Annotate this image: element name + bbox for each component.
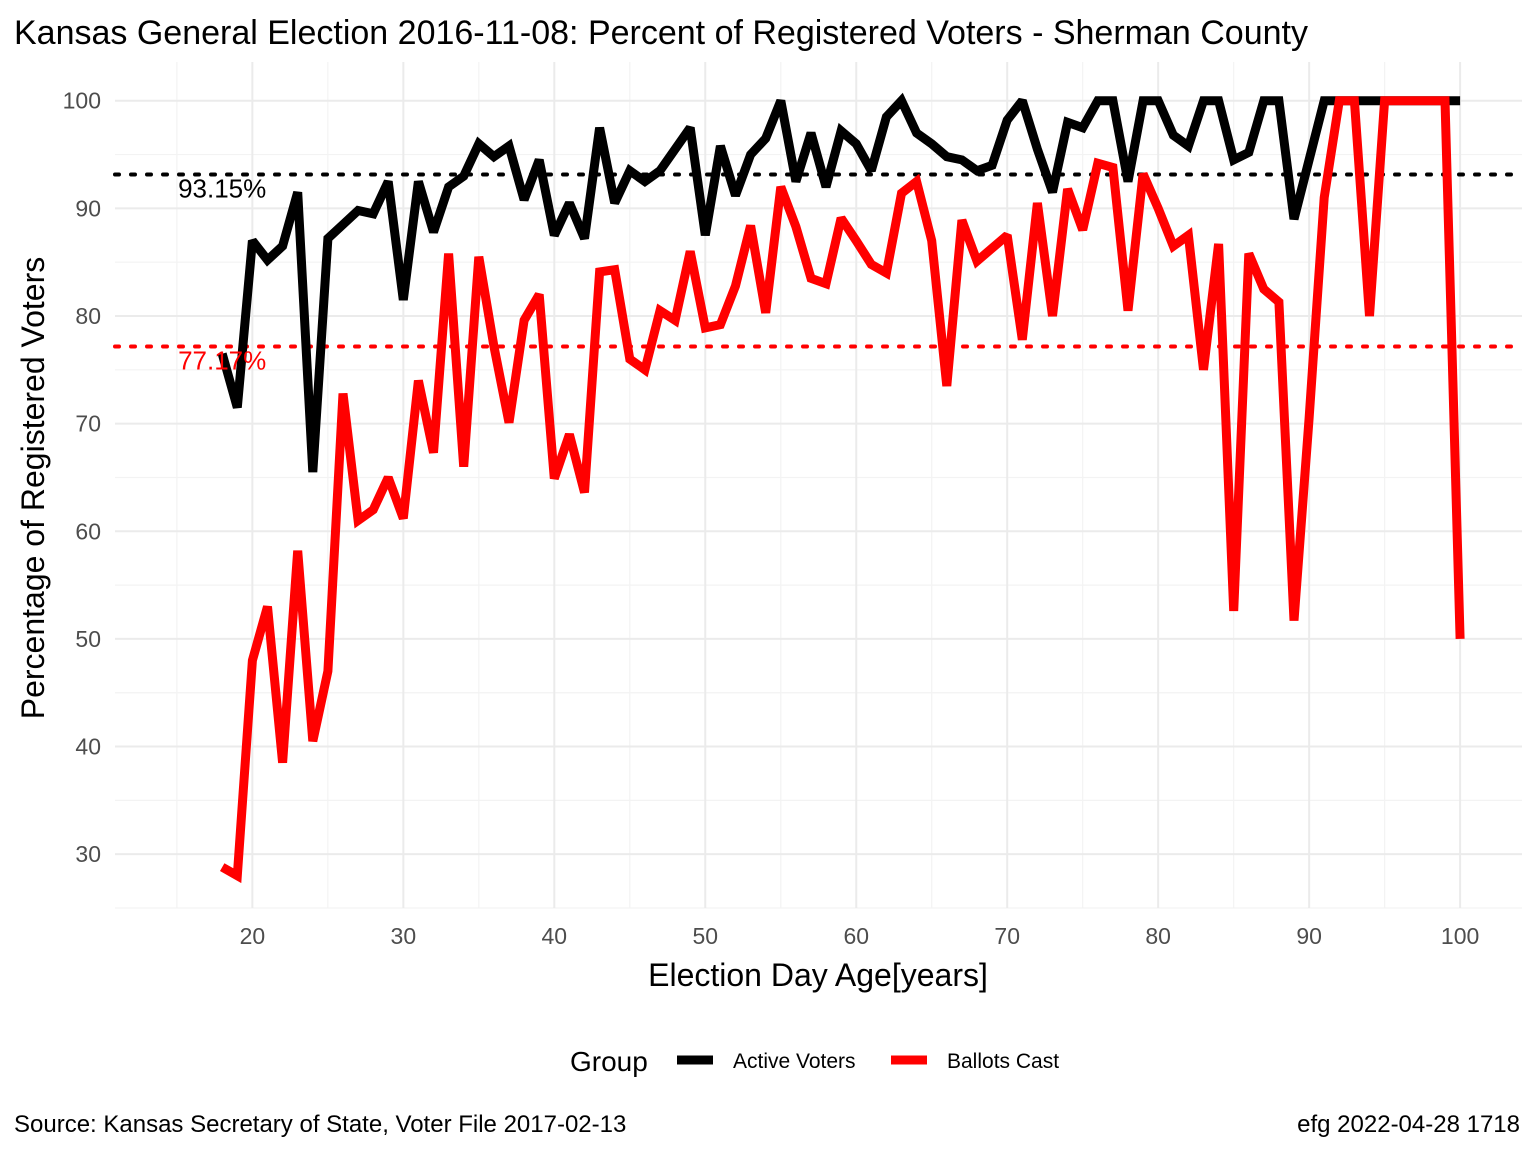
legend: Group Active Voters Ballots Cast [570, 1046, 1059, 1077]
y-tick-label: 30 [75, 841, 101, 867]
legend-items: Active Voters Ballots Cast [677, 1050, 1059, 1073]
x-tick-label: 90 [1296, 923, 1322, 949]
reference-label-2: 77.17% [178, 345, 266, 375]
x-tick-label: 50 [692, 923, 718, 949]
y-tick-label: 60 [75, 518, 101, 544]
x-axis-title: Election Day Age[years] [648, 957, 988, 993]
x-tick-label: 60 [843, 923, 869, 949]
y-tick-label: 100 [63, 88, 101, 114]
x-tick-label: 100 [1441, 923, 1479, 949]
y-tick-label: 50 [75, 626, 101, 652]
caption-credit: efg 2022-04-28 1718 [1297, 1111, 1520, 1138]
series-lines [217, 92, 1465, 884]
x-tick-label: 40 [542, 923, 568, 949]
legend-label-2: Ballots Cast [947, 1050, 1059, 1073]
x-axis-ticks: 20 30 40 50 60 70 80 90 100 [240, 923, 1480, 949]
y-axis-title: Percentage of Registered Voters [15, 257, 51, 720]
grid [115, 62, 1522, 909]
y-tick-label: 70 [75, 411, 101, 437]
y-tick-label: 90 [75, 195, 101, 221]
reference-label-1: 93.15% [178, 173, 266, 203]
legend-label-1: Active Voters [733, 1050, 856, 1073]
reference-labels: 93.15% 77.17% [178, 173, 266, 375]
x-tick-label: 30 [391, 923, 417, 949]
legend-title: Group [570, 1046, 648, 1077]
chart-title: Kansas General Election 2016-11-08: Perc… [14, 14, 1308, 52]
caption-source: Source: Kansas Secretary of State, Voter… [14, 1111, 626, 1138]
x-tick-label: 80 [1145, 923, 1171, 949]
y-axis-ticks: 30 40 50 60 70 80 90 100 [63, 88, 101, 867]
x-tick-label: 70 [994, 923, 1020, 949]
series-line-ballots-cast [219, 96, 1465, 884]
series-line-active-voters [217, 92, 1461, 473]
x-tick-label: 20 [240, 923, 266, 949]
y-tick-label: 40 [75, 734, 101, 760]
y-tick-label: 80 [75, 303, 101, 329]
